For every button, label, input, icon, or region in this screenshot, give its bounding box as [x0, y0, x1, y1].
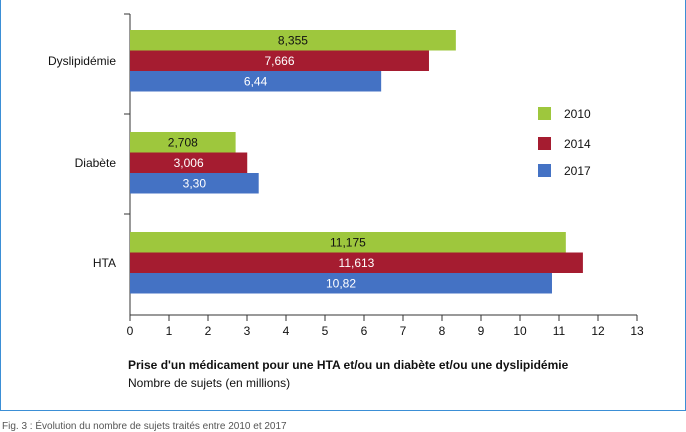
bar-value-label: 3,30: [183, 176, 207, 190]
bar-value-label: 2,708: [168, 135, 198, 149]
x-tick-label: 5: [322, 324, 329, 338]
x-tick-label: 0: [127, 324, 134, 338]
bar-value-label: 11,613: [339, 256, 375, 270]
bar-value-label: 6,44: [244, 74, 268, 88]
category-label: HTA: [93, 256, 116, 270]
x-axis-subtitle: Nombre de sujets (en millions): [128, 376, 291, 390]
legend-swatch: [538, 137, 551, 150]
x-axis-title: Prise d'un médicament pour une HTA et/ou…: [128, 358, 569, 372]
x-tick-label: 7: [400, 324, 407, 338]
legend-swatch: [538, 164, 551, 177]
x-tick-label: 9: [478, 324, 485, 338]
bar: [130, 71, 382, 92]
bar: [130, 152, 248, 173]
legend-label: 2010: [564, 107, 591, 121]
bar: [130, 132, 236, 153]
bar-value-label: 11,175: [330, 235, 366, 249]
category-label: Dyslipidémie: [48, 54, 116, 68]
legend-swatch: [538, 107, 551, 120]
bar-chart: 0 1 2 3 4 5 6 7 8 9 10 11 12 13Dyslipidémie8,3557,666…: [48, 13, 644, 338]
bar: [130, 173, 259, 194]
x-tick-label: 8: [439, 324, 446, 338]
bar-value-label: 3,006: [174, 156, 204, 170]
bar: [130, 273, 552, 294]
bar-value-label: 8,355: [278, 33, 308, 47]
x-tick-label: 1: [166, 324, 173, 338]
bar-value-label: 7,666: [264, 54, 294, 68]
bar: [130, 252, 583, 273]
bar-value-label: 10,82: [326, 276, 356, 290]
x-tick-label: 4: [283, 324, 290, 338]
legend-label: 2017: [564, 164, 591, 178]
bar: [130, 30, 456, 51]
x-tick-label: 6: [361, 324, 368, 338]
x-tick-label: 12: [591, 324, 605, 338]
category-label: Diabète: [75, 156, 117, 170]
x-tick-label: 3: [244, 324, 251, 338]
x-tick-label: 13: [630, 324, 644, 338]
x-tick-label: 10: [513, 324, 527, 338]
x-tick-label: 11: [553, 324, 566, 338]
bar: [130, 50, 429, 71]
legend-label: 2014: [564, 137, 591, 151]
bar: [130, 232, 566, 253]
x-tick-label: 2: [205, 324, 212, 338]
figure-caption: Fig. 3 : Évolution du nombre de sujets t…: [2, 421, 287, 432]
